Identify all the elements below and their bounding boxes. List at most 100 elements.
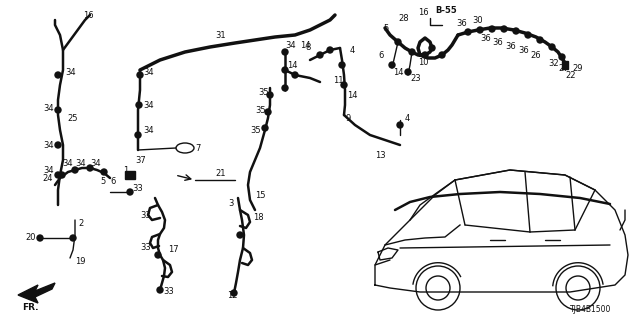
Circle shape	[136, 102, 142, 108]
Circle shape	[405, 69, 411, 75]
Text: 1: 1	[123, 165, 128, 174]
Text: 14: 14	[393, 68, 403, 76]
Text: 19: 19	[75, 258, 86, 267]
Text: 34: 34	[143, 125, 154, 134]
Circle shape	[439, 52, 445, 58]
Text: 34: 34	[143, 68, 154, 76]
Text: 14: 14	[287, 60, 298, 69]
Text: 2: 2	[78, 219, 83, 228]
Circle shape	[262, 125, 268, 131]
Text: 34: 34	[285, 41, 296, 50]
Text: 12: 12	[227, 291, 237, 300]
Text: 36: 36	[492, 37, 503, 46]
Circle shape	[59, 172, 65, 178]
Text: 36: 36	[505, 42, 516, 51]
Text: 37: 37	[135, 156, 146, 164]
Text: 14: 14	[347, 91, 358, 100]
Polygon shape	[18, 283, 55, 303]
Circle shape	[87, 165, 93, 171]
Circle shape	[231, 290, 237, 296]
Text: 34: 34	[143, 100, 154, 109]
Text: 35: 35	[255, 106, 266, 115]
Text: 3: 3	[228, 198, 234, 207]
Text: 8: 8	[305, 43, 310, 52]
Text: 34: 34	[62, 158, 72, 167]
Text: 7: 7	[195, 143, 200, 153]
Circle shape	[55, 72, 61, 78]
Text: 20: 20	[25, 233, 35, 242]
Text: 36: 36	[518, 45, 529, 54]
Text: 35: 35	[250, 125, 260, 134]
Circle shape	[137, 72, 143, 78]
Circle shape	[341, 82, 347, 88]
Circle shape	[537, 37, 543, 43]
Circle shape	[72, 167, 78, 173]
Text: 34: 34	[75, 158, 86, 167]
Text: 11: 11	[333, 76, 344, 84]
Text: 17: 17	[168, 245, 179, 254]
Text: 23: 23	[410, 74, 420, 83]
Text: 15: 15	[255, 190, 266, 199]
Text: 35: 35	[258, 87, 269, 97]
Circle shape	[55, 142, 61, 148]
Text: 33: 33	[163, 287, 173, 297]
Text: 6: 6	[110, 177, 115, 186]
Text: 34: 34	[43, 140, 54, 149]
Circle shape	[489, 26, 495, 32]
Circle shape	[267, 92, 273, 98]
Text: FR.: FR.	[22, 302, 38, 311]
Bar	[125, 171, 135, 179]
Circle shape	[525, 32, 531, 38]
Circle shape	[127, 189, 133, 195]
Text: 22: 22	[565, 70, 575, 79]
Circle shape	[397, 122, 403, 128]
Text: 6: 6	[378, 51, 383, 60]
Circle shape	[395, 39, 401, 45]
Text: 5: 5	[100, 177, 105, 186]
Text: 9: 9	[345, 114, 350, 123]
Circle shape	[55, 107, 61, 113]
Text: 33: 33	[140, 244, 151, 252]
Text: 5: 5	[383, 23, 388, 33]
Circle shape	[477, 27, 483, 33]
Text: 21: 21	[215, 169, 225, 178]
Text: 4: 4	[350, 45, 355, 54]
Circle shape	[422, 52, 428, 58]
Text: 30: 30	[472, 15, 483, 25]
Text: 13: 13	[375, 150, 386, 159]
Circle shape	[70, 235, 76, 241]
Text: 16: 16	[83, 11, 93, 20]
Circle shape	[157, 287, 163, 293]
Circle shape	[389, 62, 395, 68]
Circle shape	[282, 85, 288, 91]
Circle shape	[282, 49, 288, 55]
Text: 10: 10	[418, 58, 429, 67]
Text: 36: 36	[480, 34, 491, 43]
Circle shape	[465, 29, 471, 35]
Text: 33: 33	[132, 183, 143, 193]
Circle shape	[37, 235, 43, 241]
Circle shape	[501, 26, 507, 32]
Text: 33: 33	[140, 211, 151, 220]
Text: B-55: B-55	[435, 5, 457, 14]
Circle shape	[237, 232, 243, 238]
Text: 16: 16	[418, 7, 429, 17]
Circle shape	[101, 169, 107, 175]
Text: 18: 18	[253, 213, 264, 222]
Circle shape	[559, 54, 565, 60]
Text: 25: 25	[67, 114, 77, 123]
Text: 29: 29	[572, 63, 582, 73]
Text: 34: 34	[90, 158, 100, 167]
Circle shape	[135, 132, 141, 138]
Circle shape	[155, 252, 161, 258]
Text: 24: 24	[42, 173, 52, 182]
Text: 34: 34	[43, 103, 54, 113]
Circle shape	[429, 45, 435, 51]
Circle shape	[339, 62, 345, 68]
Text: 14: 14	[300, 41, 310, 50]
Text: 26: 26	[530, 51, 541, 60]
Text: 27: 27	[558, 63, 568, 73]
Text: 28: 28	[398, 13, 408, 22]
Text: 31: 31	[215, 30, 226, 39]
Bar	[562, 61, 568, 69]
